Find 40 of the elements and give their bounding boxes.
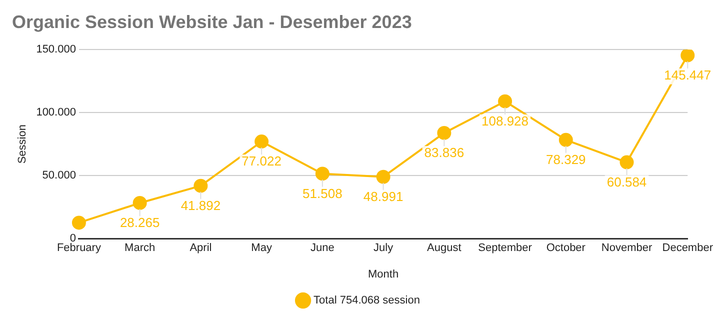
point bbox=[132, 196, 147, 210]
x-tick-label: October bbox=[546, 242, 586, 254]
x-tick-label: February bbox=[56, 242, 102, 254]
y-tick-label: 100.000 bbox=[36, 106, 76, 119]
x-tick-label: July bbox=[374, 242, 394, 254]
x-tick-label: November bbox=[601, 242, 652, 254]
data-label: 83.836 bbox=[424, 145, 464, 160]
point bbox=[498, 94, 512, 108]
point bbox=[376, 170, 390, 184]
x-tick-label: April bbox=[190, 242, 212, 254]
legend-label: Total 754.068 session bbox=[314, 294, 420, 307]
y-tick-label: 0 bbox=[70, 232, 76, 245]
y-axis-title: Session bbox=[16, 124, 29, 164]
x-tick-label: March bbox=[124, 242, 156, 254]
point bbox=[620, 155, 634, 170]
point bbox=[72, 216, 86, 230]
x-tick-label: August bbox=[427, 242, 462, 254]
data-label: 28.265 bbox=[120, 215, 160, 230]
data-label: 41.892 bbox=[180, 198, 221, 213]
data-label: 48.991 bbox=[363, 188, 404, 204]
x-tick-label: December bbox=[662, 242, 714, 254]
chart-title: Organic Session Website Jan - Desember 2023 bbox=[12, 12, 412, 32]
data-label: 78.329 bbox=[546, 152, 586, 167]
point bbox=[558, 132, 573, 147]
point bbox=[437, 126, 452, 140]
x-axis-title: Month bbox=[368, 268, 399, 280]
data-label: 60.584 bbox=[606, 174, 647, 190]
y-tick-label: 50.000 bbox=[42, 170, 76, 182]
y-tick-label: 150.000 bbox=[36, 44, 76, 56]
point bbox=[315, 166, 330, 181]
point bbox=[680, 50, 695, 62]
data-label: 108.928 bbox=[482, 113, 529, 128]
x-tick-label: May bbox=[251, 242, 272, 254]
point bbox=[254, 134, 269, 149]
data-label: 77.022 bbox=[242, 154, 282, 169]
data-label: 51.508 bbox=[302, 186, 342, 201]
x-tick-label: June bbox=[310, 242, 334, 254]
data-label: 145.447 bbox=[664, 67, 712, 82]
x-tick-label: September bbox=[478, 242, 532, 254]
point bbox=[194, 178, 208, 193]
